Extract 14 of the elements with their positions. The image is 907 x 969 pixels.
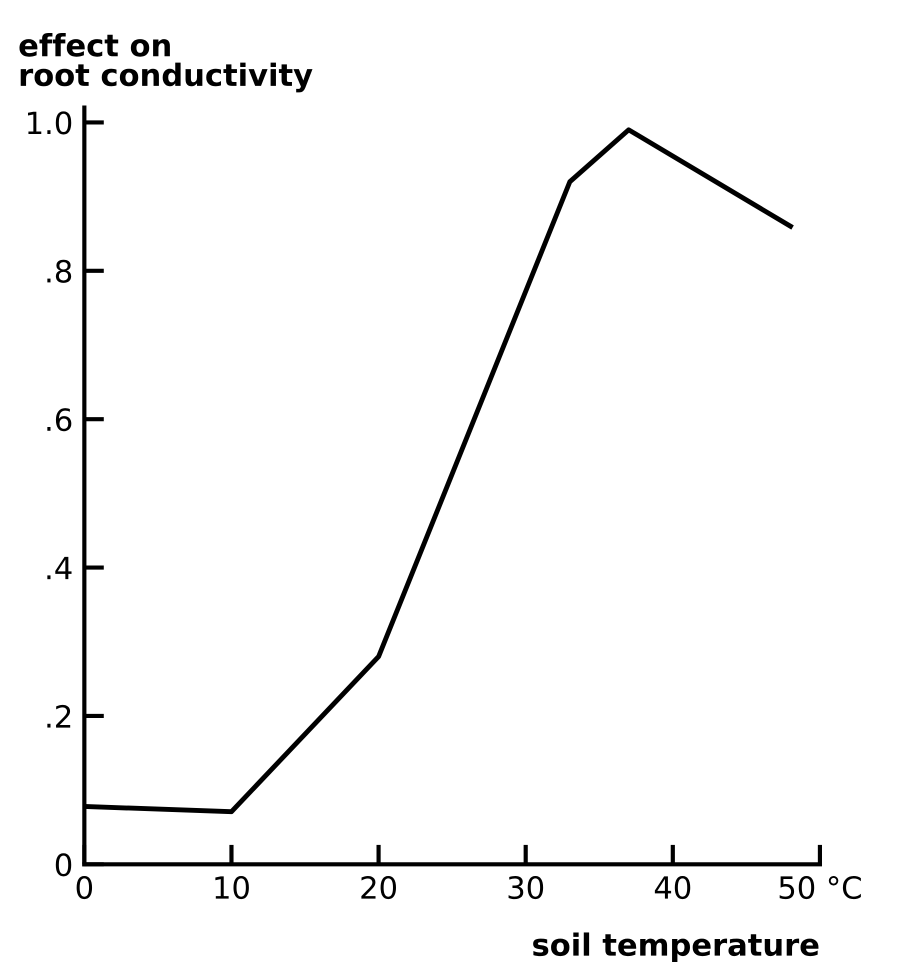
y-tick-label: .4 bbox=[47, 556, 72, 580]
x-tick-label: 20 bbox=[361, 876, 396, 900]
y-axis-title: effect on root conductivity bbox=[19, 33, 312, 92]
x-tick-label: 50 °C bbox=[780, 876, 861, 900]
y-tick-label: .2 bbox=[47, 704, 70, 728]
y-tick-label: 1.0 bbox=[28, 111, 72, 134]
x-axis-title: soil temperature bbox=[533, 932, 818, 962]
x-tick-label: 30 bbox=[508, 876, 544, 900]
y-tick-label: .8 bbox=[47, 260, 72, 283]
x-tick-label: 0 bbox=[76, 876, 92, 900]
x-tick-label: 10 bbox=[215, 876, 249, 900]
x-tick-label: 40 bbox=[654, 876, 690, 900]
y-tick-label: .6 bbox=[47, 408, 72, 432]
y-tick-label: 0 bbox=[56, 853, 72, 876]
